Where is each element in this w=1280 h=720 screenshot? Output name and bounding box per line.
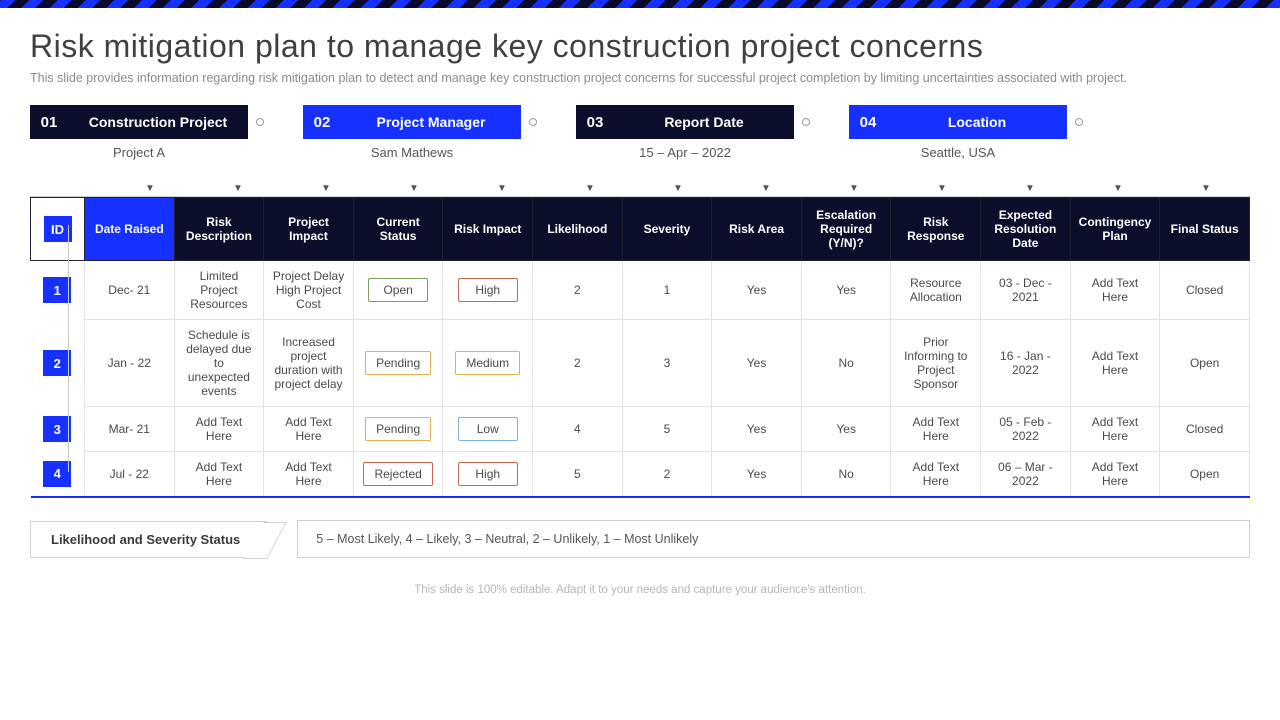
info-block-1: 02 Project Manager Sam Mathews [303, 105, 521, 160]
info-circle-icon-1 [529, 118, 537, 126]
info-value-2: 15 – Apr – 2022 [576, 145, 794, 160]
row-id-badge: 2 [31, 320, 85, 407]
likelihood-severity-description: 5 – Most Likely, 4 – Likely, 3 – Neutral… [297, 520, 1250, 558]
info-value-3: Seattle, USA [849, 145, 1067, 160]
info-label-3: Location [887, 105, 1067, 139]
info-value-1: Sam Mathews [303, 145, 521, 160]
info-circle-icon-3 [1075, 118, 1083, 126]
col-header-project-impact: Project Impact [264, 198, 354, 261]
row-id-badge: 3 [31, 407, 85, 452]
info-label-0: Construction Project [68, 105, 248, 139]
info-block-0: 01 Construction Project Project A [30, 105, 248, 160]
info-circle-icon-2 [802, 118, 810, 126]
table-row[interactable]: 3 Mar- 21 Add Text Here Add Text Here Pendin… [31, 407, 1250, 452]
col-header-escalation-required: Escalation Required (Y/N)? [801, 198, 891, 261]
col-header-severity: Severity [622, 198, 712, 261]
row-id-badge: 4 [31, 452, 85, 498]
legend-section: Likelihood and Severity Status 5 – Most … [30, 520, 1250, 558]
top-stripe-decoration [0, 0, 1280, 8]
page-title: Risk mitigation plan to manage key const… [30, 28, 1250, 65]
col-header-risk-description: Risk Description [174, 198, 264, 261]
info-number-1: 02 [303, 105, 341, 139]
id-column-divider [68, 225, 69, 472]
info-circle-icon-0 [256, 118, 264, 126]
risk-table-container: ▼ ▼ ▼ ▼ ▼ ▼ ▼ ▼ ▼ ▼ ▼ ▼ ▼ ID Date Raised… [30, 196, 1250, 498]
table-row[interactable]: 1 Dec- 21 Limited Project Resources Project… [31, 261, 1250, 320]
info-label-1: Project Manager [341, 105, 521, 139]
risk-table-body: 1 Dec- 21 Limited Project Resources Project… [31, 261, 1250, 498]
info-block-2: 03 Report Date 15 – Apr – 2022 [576, 105, 794, 160]
info-value-0: Project A [30, 145, 248, 160]
table-row[interactable]: 2 Jan - 22 Schedule is delayed due to unex… [31, 320, 1250, 407]
info-number-2: 03 [576, 105, 614, 139]
footer-editable-note: This slide is 100% editable. Adapt it to… [0, 584, 1280, 596]
likelihood-severity-tag: Likelihood and Severity Status [30, 521, 267, 558]
col-header-risk-area: Risk Area [712, 198, 802, 261]
col-header-contingency-plan: Contingency Plan [1070, 198, 1160, 261]
page-subtitle: This slide provides information regardin… [30, 71, 1250, 85]
info-block-3: 04 Location Seattle, USA [849, 105, 1067, 160]
table-row[interactable]: 4 Jul - 22 Add Text Here Add Text Here Rejec… [31, 452, 1250, 498]
col-header-final-status: Final Status [1160, 198, 1250, 261]
col-header-risk-response: Risk Response [891, 198, 981, 261]
info-number-3: 04 [849, 105, 887, 139]
col-header-date-raised: Date Raised [85, 198, 175, 261]
col-header-expected-resolution-date: Expected Resolution Date [981, 198, 1071, 261]
id-column-header: ID [31, 198, 85, 261]
col-header-risk-impact: Risk Impact [443, 198, 533, 261]
row-id-badge: 1 [31, 261, 85, 320]
col-header-likelihood: Likelihood [533, 198, 623, 261]
col-header-current-status: Current Status [353, 198, 443, 261]
info-label-2: Report Date [614, 105, 794, 139]
info-blocks-row: 01 Construction Project Project A 02 Pro… [0, 91, 1280, 160]
info-number-0: 01 [30, 105, 68, 139]
risk-mitigation-table: ID Date Raised Risk Description Project … [30, 197, 1250, 498]
column-arrow-markers: ▼ ▼ ▼ ▼ ▼ ▼ ▼ ▼ ▼ ▼ ▼ ▼ ▼ [106, 183, 1250, 194]
